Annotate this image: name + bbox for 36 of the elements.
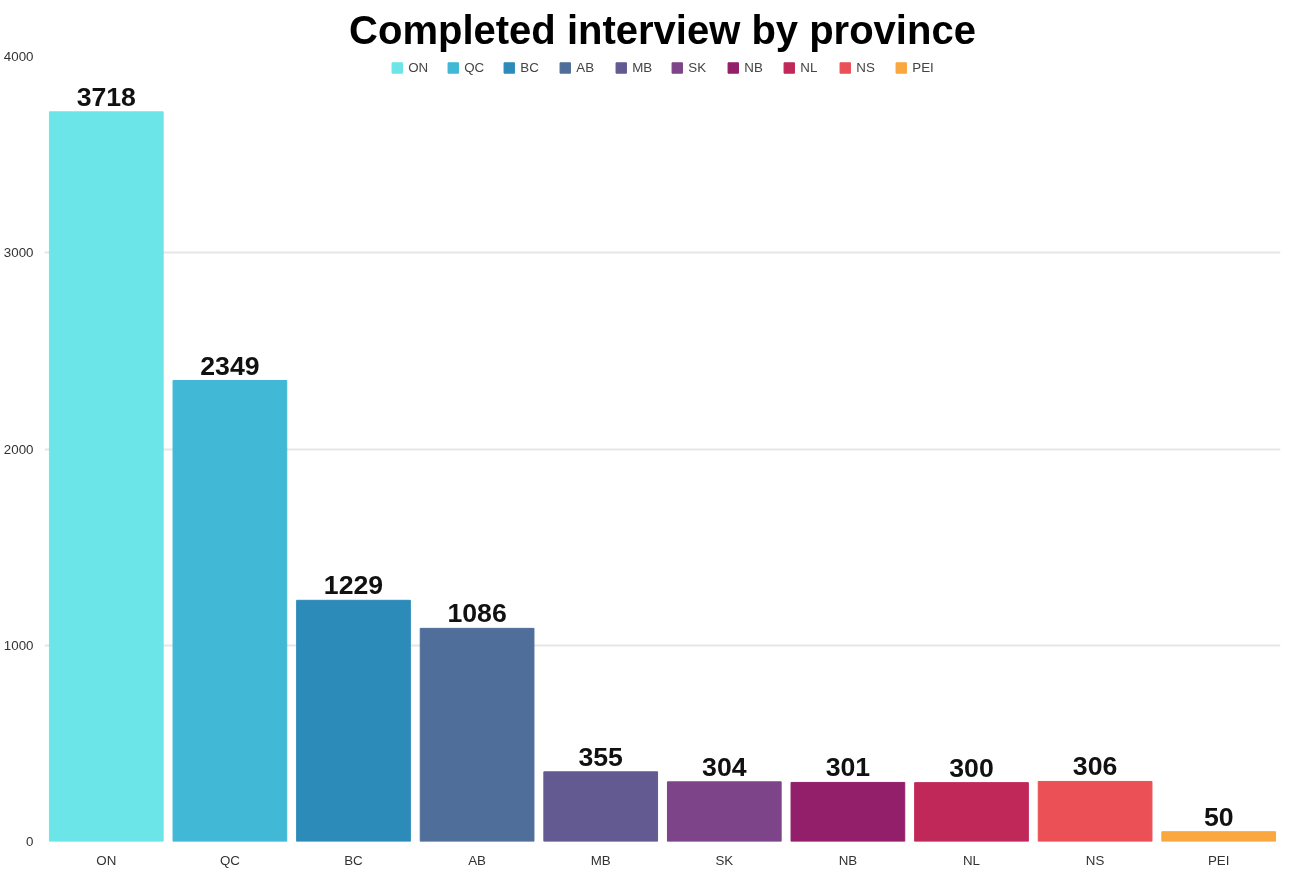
legend-label: MB	[632, 60, 653, 75]
x-tick-label: MB	[590, 852, 611, 868]
data-label: 2349	[200, 350, 260, 381]
data-label: 304	[702, 751, 747, 782]
y-tick-label: 2000	[3, 441, 34, 457]
legend-label: BC	[520, 60, 540, 75]
legend-label: NL	[800, 60, 819, 75]
legend-label: ON	[408, 60, 429, 75]
y-tick-label: 0	[26, 834, 34, 849]
y-tick-label: 1000	[3, 637, 34, 653]
x-tick-label: ON	[96, 852, 117, 868]
x-tick-label: BC	[344, 852, 364, 868]
data-label: 1229	[323, 570, 384, 601]
data-label: 300	[949, 752, 994, 783]
data-label: 50	[1203, 801, 1234, 832]
y-tick-label: 4000	[3, 49, 34, 64]
x-tick-label: NS	[1085, 852, 1105, 868]
legend-label: SK	[688, 60, 708, 75]
x-tick-label: SK	[715, 852, 734, 868]
x-tick-label: NL	[962, 852, 981, 868]
legend-label: AB	[576, 60, 596, 75]
legend-label: PEI	[912, 60, 934, 75]
x-tick-label: QC	[219, 852, 241, 868]
legend-label: NS	[856, 60, 876, 75]
data-label: 1086	[447, 598, 507, 629]
data-label: 355	[578, 741, 624, 772]
chart-title: Completed interview by province	[349, 7, 976, 52]
x-tick-label: NB	[838, 852, 858, 868]
y-tick-label: 3000	[3, 245, 34, 261]
legend-label: NB	[744, 60, 764, 75]
data-label: 3718	[76, 81, 136, 112]
data-label: 306	[1072, 751, 1118, 782]
x-tick-label: PEI	[1207, 852, 1230, 868]
legend-label: QC	[464, 60, 485, 75]
data-label: 301	[825, 752, 871, 783]
x-tick-label: AB	[468, 852, 487, 868]
